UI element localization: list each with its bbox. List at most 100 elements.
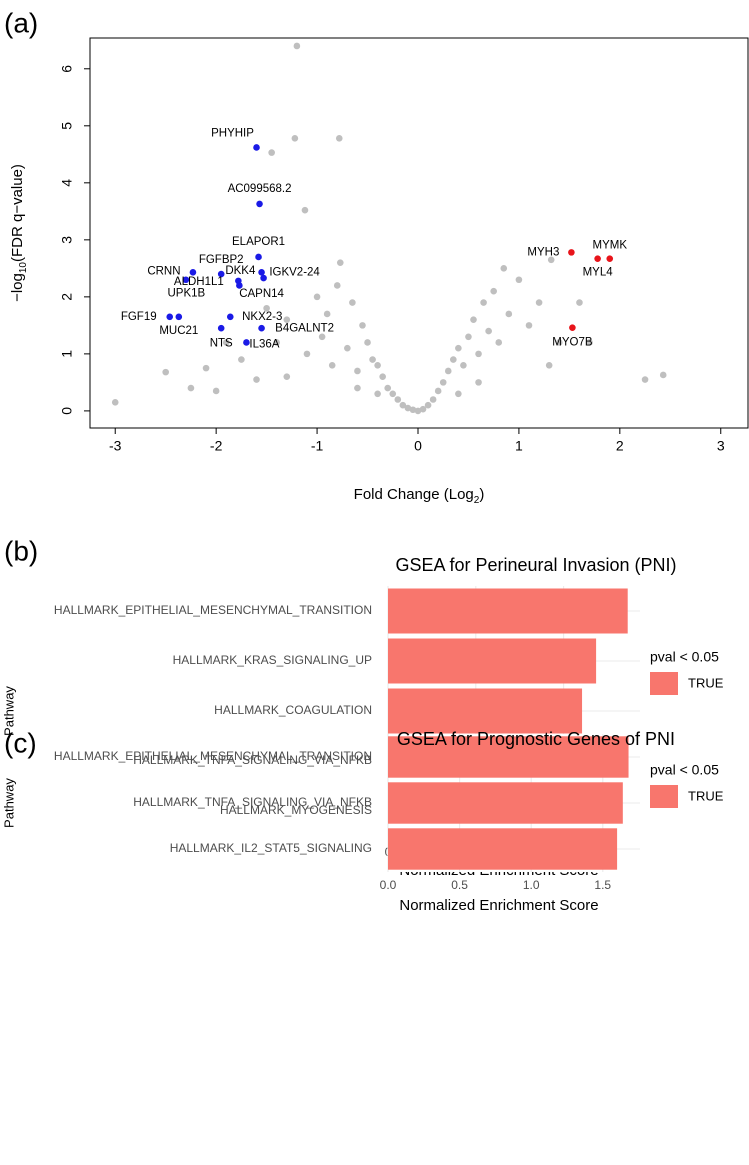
point	[175, 313, 183, 321]
point	[399, 401, 407, 409]
x-tick-label: 1.0	[523, 878, 540, 892]
point-label: FGF19	[121, 311, 157, 323]
point	[328, 361, 336, 369]
point	[323, 310, 331, 318]
point	[202, 364, 210, 372]
y-tick-label: HALLMARK_MYOGENESIS	[220, 803, 372, 817]
point	[545, 361, 553, 369]
y-tick-label: HALLMARK_TNFA_SIGNALING_VIA_NFKB	[133, 753, 372, 767]
y-tick-label: HALLMARK_EPITHELIAL_MESENCHYMAL_TRANSITI…	[54, 603, 372, 617]
y-tick-label: 3	[59, 236, 75, 244]
label-part: (FDR q−value)	[9, 164, 26, 262]
point	[226, 313, 234, 321]
point	[256, 200, 263, 208]
y-tick-label: 2	[59, 293, 75, 301]
point	[475, 379, 482, 386]
point	[354, 367, 361, 375]
panel-label: (c)	[4, 727, 37, 758]
point-label: ALDH1L1	[174, 276, 224, 288]
point	[243, 339, 250, 346]
point-label: MUC21	[159, 325, 198, 337]
point	[268, 149, 275, 156]
point	[500, 265, 508, 272]
point-label: AC099568.2	[228, 183, 292, 195]
point	[217, 270, 225, 278]
label-part: −log	[9, 273, 26, 302]
point	[273, 339, 281, 346]
point	[335, 135, 343, 142]
legend-label: TRUE	[688, 788, 724, 803]
point	[480, 299, 487, 306]
point	[450, 356, 457, 363]
point	[374, 361, 381, 369]
point	[238, 356, 245, 363]
bar	[388, 588, 628, 634]
point	[354, 384, 361, 392]
bar	[388, 688, 583, 734]
point	[569, 324, 576, 331]
point	[641, 376, 649, 383]
point	[515, 276, 523, 284]
point	[217, 324, 225, 332]
point	[344, 344, 351, 352]
panel-label: (b)	[4, 535, 38, 566]
point-label: FGFBP2	[199, 254, 244, 266]
chart-title: GSEA for Perineural Invasion (PNI)	[395, 555, 676, 575]
bar	[388, 782, 623, 824]
point	[465, 333, 472, 341]
panel-label: (a)	[4, 7, 38, 38]
y-axis-label: Pathway	[1, 686, 16, 736]
point	[166, 313, 174, 321]
point	[263, 304, 270, 312]
y-tick-label: HALLMARK_KRAS_SIGNALING_UP	[173, 653, 372, 667]
point-label: MYO7B	[552, 337, 593, 349]
bar	[388, 736, 629, 778]
point	[568, 249, 575, 256]
point	[455, 344, 462, 352]
point-label: MYL4	[583, 267, 614, 279]
point	[222, 339, 230, 346]
point	[429, 396, 437, 403]
point	[404, 404, 412, 412]
x-axis-label: Fold Change (Log2)	[354, 486, 485, 506]
point	[424, 401, 432, 409]
point	[374, 390, 381, 398]
y-axis-label: −log10(FDR q−value)	[9, 164, 29, 302]
point	[255, 253, 262, 261]
point	[394, 396, 402, 403]
y-tick-label: 4	[59, 179, 75, 187]
y-tick-label: 6	[59, 65, 75, 73]
point	[409, 406, 417, 414]
point	[258, 269, 265, 276]
y-tick-label: HALLMARK_COAGULATION	[214, 703, 372, 717]
point	[389, 390, 397, 398]
point	[253, 144, 260, 151]
point	[258, 324, 265, 332]
point	[505, 310, 513, 318]
point	[336, 259, 344, 266]
x-tick-label: -3	[109, 438, 122, 454]
subscript: 10	[18, 262, 29, 274]
point	[162, 368, 169, 376]
point	[495, 339, 503, 346]
point	[384, 384, 392, 392]
x-tick-label: 1.5	[594, 878, 611, 892]
point	[189, 269, 197, 276]
point	[547, 256, 555, 264]
point	[439, 379, 447, 386]
point	[111, 399, 119, 406]
y-tick-label: HALLMARK_TNFA_SIGNALING_VIA_NFKB	[133, 795, 372, 809]
y-tick-label: 0	[59, 407, 75, 415]
x-tick-label: -2	[210, 438, 223, 454]
point	[212, 387, 220, 395]
point	[369, 356, 376, 363]
point-label: NKX2-3	[242, 311, 282, 323]
point	[576, 299, 583, 306]
point	[283, 316, 291, 323]
x-tick-label: 2	[616, 438, 624, 454]
point	[313, 293, 321, 301]
point	[359, 322, 366, 329]
point	[586, 339, 593, 346]
x-axis-label: Normalized Enrichment Score	[399, 897, 598, 914]
